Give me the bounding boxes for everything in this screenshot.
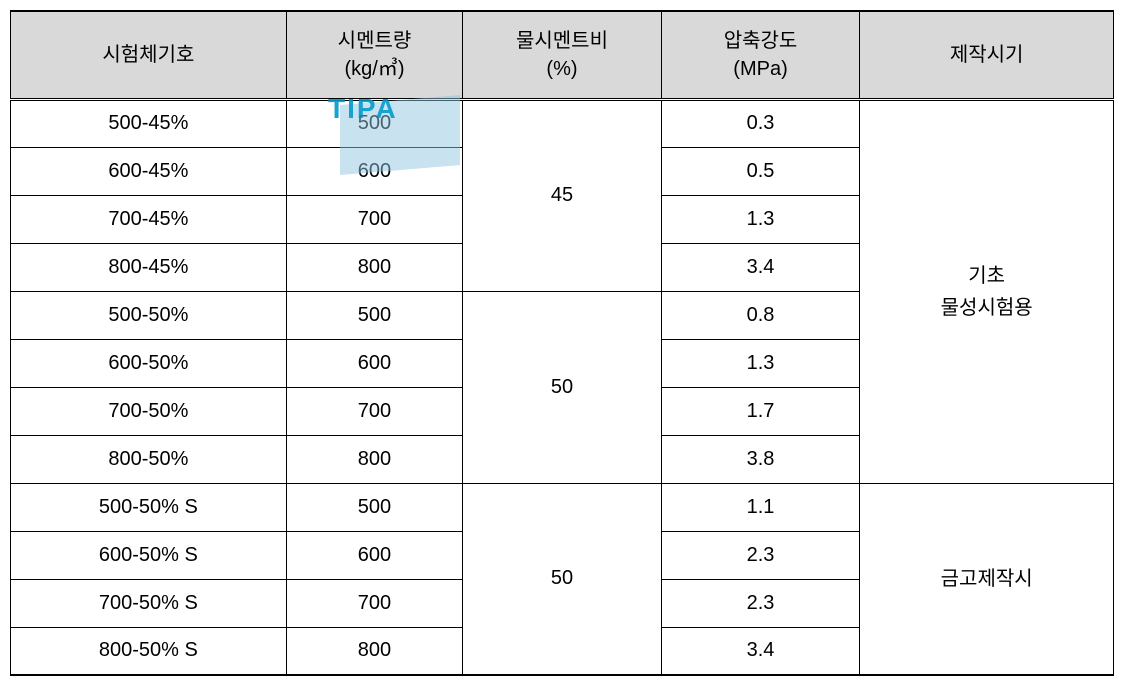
cell-strength: 3.4	[661, 243, 860, 291]
cell-specimen-id: 500-45%	[11, 99, 287, 147]
col-header-unit: (kg/㎥)	[287, 55, 462, 83]
cell-strength: 0.8	[661, 291, 860, 339]
table-wrapper: TIPA 시험체기호 시멘트량 (kg/㎥) 물시멘트비 (%) 압축강	[10, 10, 1114, 676]
col-header-strength: 압축강도 (MPa)	[661, 11, 860, 99]
cell-strength: 1.1	[661, 483, 860, 531]
col-header-label: 시험체기호	[11, 41, 286, 69]
cell-specimen-id: 500-50%	[11, 291, 287, 339]
cell-strength: 1.3	[661, 195, 860, 243]
cell-cement: 500	[286, 99, 462, 147]
cell-cement: 600	[286, 531, 462, 579]
cell-strength: 2.3	[661, 531, 860, 579]
col-header-cement: 시멘트량 (kg/㎥)	[286, 11, 462, 99]
cell-cement: 600	[286, 147, 462, 195]
table-row: 500-45% 500 45 0.3 기초 물성시험용	[11, 99, 1114, 147]
cell-cement: 800	[286, 435, 462, 483]
cell-specimen-id: 600-50% S	[11, 531, 287, 579]
note-line: 기초	[968, 265, 1005, 287]
cell-cement: 700	[286, 195, 462, 243]
cell-cement: 800	[286, 243, 462, 291]
cell-specimen-id: 700-50% S	[11, 579, 287, 627]
cell-specimen-id: 700-45%	[11, 195, 287, 243]
cell-specimen-id: 800-45%	[11, 243, 287, 291]
cell-specimen-id: 600-45%	[11, 147, 287, 195]
cell-cement: 800	[286, 627, 462, 675]
cell-strength: 0.5	[661, 147, 860, 195]
table-head: 시험체기호 시멘트량 (kg/㎥) 물시멘트비 (%) 압축강도 (MPa) 제…	[11, 11, 1114, 99]
cell-strength: 1.7	[661, 387, 860, 435]
cell-wc-ratio: 50	[463, 483, 662, 675]
col-header-label: 제작시기	[860, 41, 1113, 69]
cell-specimen-id: 500-50% S	[11, 483, 287, 531]
data-table: 시험체기호 시멘트량 (kg/㎥) 물시멘트비 (%) 압축강도 (MPa) 제…	[10, 10, 1114, 676]
cell-cement: 500	[286, 291, 462, 339]
note-line: 물성시험용	[941, 297, 1033, 319]
cell-strength: 1.3	[661, 339, 860, 387]
cell-specimen-id: 800-50%	[11, 435, 287, 483]
cell-strength: 2.3	[661, 579, 860, 627]
cell-strength: 0.3	[661, 99, 860, 147]
cell-note: 금고제작시	[860, 483, 1114, 675]
col-header-label: 압축강도	[662, 27, 860, 55]
col-header-specimen: 시험체기호	[11, 11, 287, 99]
cell-wc-ratio: 50	[463, 291, 662, 483]
note-line: 금고제작시	[941, 568, 1033, 590]
col-header-wc-ratio: 물시멘트비 (%)	[463, 11, 662, 99]
cell-wc-ratio: 45	[463, 99, 662, 291]
table-body: 500-45% 500 45 0.3 기초 물성시험용 600-45% 600 …	[11, 99, 1114, 675]
header-row: 시험체기호 시멘트량 (kg/㎥) 물시멘트비 (%) 압축강도 (MPa) 제…	[11, 11, 1114, 99]
col-header-unit: (MPa)	[662, 55, 860, 83]
cell-specimen-id: 800-50% S	[11, 627, 287, 675]
cell-note: 기초 물성시험용	[860, 99, 1114, 483]
cell-cement: 700	[286, 579, 462, 627]
col-header-unit: (%)	[463, 55, 661, 83]
cell-strength: 3.8	[661, 435, 860, 483]
table-row: 500-50% S 500 50 1.1 금고제작시	[11, 483, 1114, 531]
col-header-made-when: 제작시기	[860, 11, 1114, 99]
col-header-label: 물시멘트비	[463, 27, 661, 55]
cell-cement: 600	[286, 339, 462, 387]
cell-cement: 500	[286, 483, 462, 531]
cell-specimen-id: 700-50%	[11, 387, 287, 435]
cell-strength: 3.4	[661, 627, 860, 675]
cell-specimen-id: 600-50%	[11, 339, 287, 387]
col-header-label: 시멘트량	[287, 27, 462, 55]
cell-cement: 700	[286, 387, 462, 435]
